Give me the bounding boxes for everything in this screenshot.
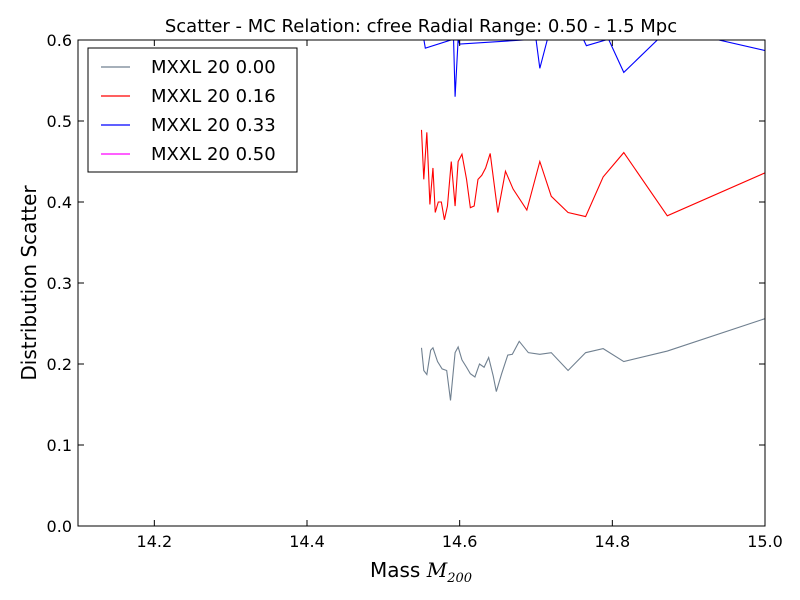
- legend-label-1: MXXL 20 0.16: [151, 86, 276, 107]
- chart-title: Scatter - MC Relation: cfree Radial Rang…: [165, 16, 677, 37]
- y-tick-label: 0.0: [47, 517, 72, 536]
- y-tick-label: 0.3: [47, 274, 72, 293]
- plot-area: 14.2 14.4 14.6 14.8 15.0 0.00.10.20.30.40.50…: [47, 31, 783, 551]
- x-tick-label: 14.2: [137, 532, 173, 551]
- x-tick-label: 15.0: [747, 532, 783, 551]
- x-tick-label: 14.8: [595, 532, 631, 551]
- x-tick-label: 14.4: [289, 532, 325, 551]
- series-line-2: [423, 40, 765, 97]
- x-axis-label-subscript: 200: [446, 571, 472, 586]
- series-line-1: [420, 129, 765, 220]
- x-tick-label: 14.6: [442, 532, 478, 551]
- x-axis-label: Mass M200: [370, 558, 472, 586]
- y-axis-label: Distribution Scatter: [17, 185, 41, 381]
- legend-label-3: MXXL 20 0.50: [151, 144, 276, 165]
- y-tick-label: 0.2: [47, 355, 72, 374]
- y-tick-label: 0.1: [47, 436, 72, 455]
- legend-frame: [87, 47, 298, 173]
- legend: MXXL 20 0.00 MXXL 20 0.16 MXXL 20 0.33 MXXL…: [87, 47, 298, 173]
- series-layer: [420, 40, 765, 401]
- y-tick-label: 0.4: [47, 193, 72, 212]
- y-ticks: 0.0 0.1 0.2 0.3 0.4 0.5 0.6: [47, 31, 765, 536]
- y-tick-label: 0.6: [47, 31, 72, 50]
- legend-label-2: MXXL 20 0.33: [151, 115, 276, 136]
- x-axis-label-math: M: [426, 558, 448, 582]
- series-line-0: [420, 318, 765, 401]
- legend-entries: MXXL 20 0.00 MXXL 20 0.16 MXXL 20 0.33 MXXL…: [101, 57, 276, 165]
- y-tick-label: 0.5: [47, 112, 72, 131]
- legend-label-0: MXXL 20 0.00: [151, 57, 276, 78]
- x-axis-label-prefix: Mass: [370, 558, 427, 582]
- x-ticks: 14.2 14.4 14.6 14.8 15.0: [137, 40, 783, 551]
